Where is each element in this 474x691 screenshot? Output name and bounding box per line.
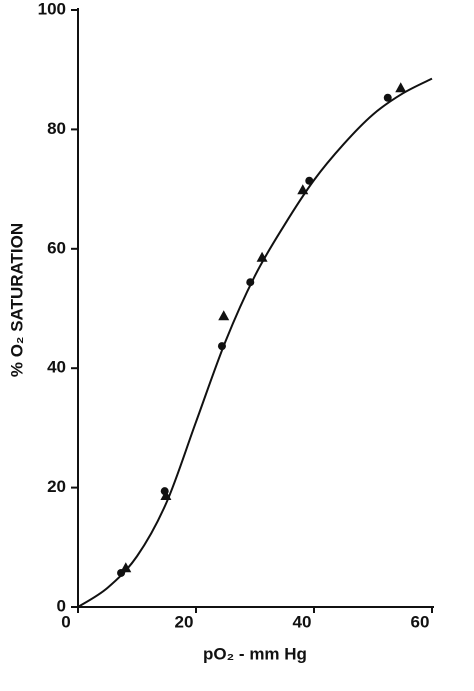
x-axis-label: pO₂ - mm Hg	[203, 644, 307, 663]
y-tick-label: 60	[47, 238, 66, 257]
y-tick-label: 0	[57, 596, 66, 615]
circle-point	[305, 176, 314, 185]
triangle-point	[256, 251, 268, 262]
fit-curve	[77, 77, 433, 608]
triangle-point	[218, 310, 230, 321]
triangle-point	[297, 184, 309, 195]
x-tick-label: 60	[411, 612, 430, 631]
triangle-point	[120, 562, 132, 573]
y-tick-label: 100	[38, 0, 66, 18]
y-tick-label: 80	[47, 119, 66, 138]
circle-point	[383, 93, 392, 102]
x-tick-label: 40	[293, 612, 312, 631]
y-tick-label: 40	[47, 358, 66, 377]
y-tick-label: 20	[47, 477, 66, 496]
x-tick-label: 0	[61, 612, 70, 631]
triangle-point	[160, 489, 172, 500]
y-axis-label: % O₂ SATURATION	[7, 223, 26, 377]
x-tick-label: 20	[175, 612, 194, 631]
circle-point	[217, 342, 226, 351]
triangle-point	[395, 82, 407, 93]
circle-point	[246, 278, 255, 287]
